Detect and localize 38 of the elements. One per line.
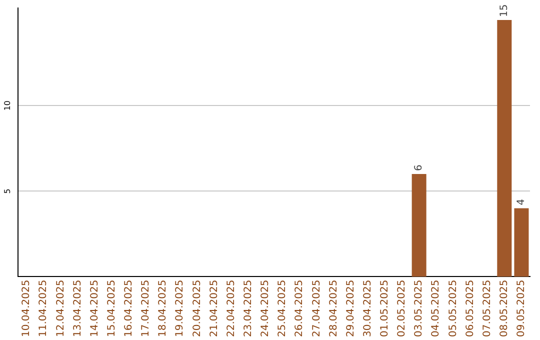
x-tick-label: 10.04.2025 bbox=[21, 280, 32, 338]
bar bbox=[514, 208, 529, 277]
x-tick-label: 17.04.2025 bbox=[140, 280, 152, 338]
x-tick-label: 02.05.2025 bbox=[396, 280, 408, 338]
data-label: 4 bbox=[516, 198, 528, 206]
x-tick-label: 20.04.2025 bbox=[192, 280, 203, 338]
data-label: 6 bbox=[414, 164, 425, 172]
x-tick-label: 28.04.2025 bbox=[328, 280, 340, 338]
x-tick-label: 11.04.2025 bbox=[38, 280, 50, 338]
x-tick-label: 12.04.2025 bbox=[55, 280, 66, 338]
x-tick-label: 18.04.2025 bbox=[158, 280, 169, 338]
x-tick-label: 22.04.2025 bbox=[226, 280, 237, 338]
x-tick-label: 26.04.2025 bbox=[294, 280, 306, 338]
x-tick-label: 07.05.2025 bbox=[482, 280, 493, 338]
x-tick-label: 03.05.2025 bbox=[414, 280, 425, 338]
x-tick-label: 09.05.2025 bbox=[516, 280, 528, 338]
x-tick-label: 04.05.2025 bbox=[430, 280, 442, 338]
x-tick-label: 01.05.2025 bbox=[380, 280, 391, 338]
x-tick-label: 16.04.2025 bbox=[124, 280, 135, 338]
x-tick-label: 23.04.2025 bbox=[242, 280, 254, 338]
x-tick-label: 08.05.2025 bbox=[498, 280, 510, 338]
data-label: 15 bbox=[498, 4, 510, 17]
x-tick-label: 15.04.2025 bbox=[106, 280, 118, 338]
x-tick-label: 21.04.2025 bbox=[208, 280, 220, 338]
x-tick-label: 19.04.2025 bbox=[174, 280, 186, 338]
x-tick-label: 24.04.2025 bbox=[260, 280, 272, 338]
x-tick-label: 13.04.2025 bbox=[72, 280, 84, 338]
x-tick-label: 25.04.2025 bbox=[277, 280, 288, 338]
x-tick-label: 27.04.2025 bbox=[311, 280, 322, 338]
x-tick-label: 05.05.2025 bbox=[448, 280, 459, 338]
bar bbox=[412, 174, 426, 277]
y-tick-label: 5 bbox=[3, 188, 12, 194]
x-tick-label: 06.05.2025 bbox=[464, 280, 476, 338]
x-tick-label: 30.04.2025 bbox=[362, 280, 374, 338]
bar bbox=[497, 20, 512, 277]
x-tick-label: 14.04.2025 bbox=[89, 280, 100, 338]
x-tick-label: 29.04.2025 bbox=[345, 280, 356, 338]
y-tick-label: 10 bbox=[3, 100, 12, 111]
